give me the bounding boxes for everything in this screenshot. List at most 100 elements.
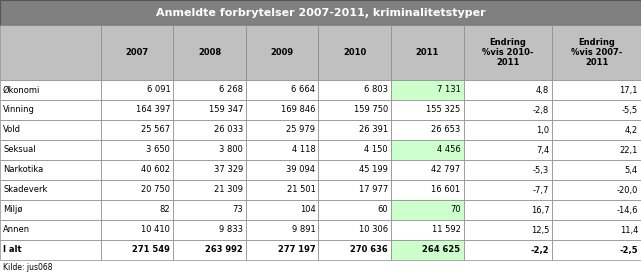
Text: 39 094: 39 094 (287, 166, 315, 174)
Bar (463, 140, 553, 160)
Bar (101, 120, 173, 140)
Text: 45 199: 45 199 (359, 166, 388, 174)
Text: Kilde: jus068: Kilde: jus068 (3, 263, 53, 272)
Text: 159 347: 159 347 (208, 105, 243, 115)
Bar (173, 220, 246, 240)
Text: Annen: Annen (3, 225, 30, 235)
Bar (246, 100, 319, 120)
Bar (101, 140, 173, 160)
Text: 263 992: 263 992 (205, 245, 243, 254)
Bar (0, 120, 101, 140)
Bar (553, 220, 641, 240)
Text: 4,2: 4,2 (625, 126, 638, 134)
Bar (101, 180, 173, 200)
Text: 3 650: 3 650 (147, 145, 171, 155)
Text: 277 197: 277 197 (278, 245, 315, 254)
Text: 9 833: 9 833 (219, 225, 243, 235)
Text: 10 306: 10 306 (359, 225, 388, 235)
Text: 9 891: 9 891 (292, 225, 315, 235)
Text: 7 131: 7 131 (437, 86, 461, 94)
Bar (391, 100, 463, 120)
Bar (391, 140, 463, 160)
Bar (101, 200, 173, 220)
Text: 6 664: 6 664 (292, 86, 315, 94)
Bar (246, 240, 319, 260)
Text: 70: 70 (450, 206, 461, 214)
Text: 21 501: 21 501 (287, 185, 315, 195)
Text: 26 033: 26 033 (213, 126, 243, 134)
Text: 11,4: 11,4 (620, 225, 638, 235)
Bar (0, 140, 101, 160)
Text: I alt: I alt (3, 245, 22, 254)
Text: 3 800: 3 800 (219, 145, 243, 155)
Bar (463, 160, 553, 180)
Bar (246, 200, 319, 220)
Bar (391, 240, 463, 260)
Bar (0, 100, 101, 120)
Text: 2011: 2011 (415, 48, 439, 57)
Bar (173, 25, 246, 80)
Text: Økonomi: Økonomi (3, 86, 40, 94)
Text: 1,0: 1,0 (536, 126, 549, 134)
Text: -14,6: -14,6 (617, 206, 638, 214)
Text: 2007: 2007 (126, 48, 149, 57)
Text: Vold: Vold (3, 126, 21, 134)
Bar (463, 240, 553, 260)
Bar (0, 160, 101, 180)
Bar (0, 220, 101, 240)
Bar (0, 180, 101, 200)
Bar (391, 120, 463, 140)
Text: 164 397: 164 397 (136, 105, 171, 115)
Bar (319, 180, 391, 200)
Bar (553, 120, 641, 140)
Bar (101, 160, 173, 180)
Text: 21 309: 21 309 (214, 185, 243, 195)
Text: 169 846: 169 846 (281, 105, 315, 115)
Text: Endring
%vis 2010-
2011: Endring %vis 2010- 2011 (482, 38, 534, 67)
Bar (173, 160, 246, 180)
Bar (246, 140, 319, 160)
Bar (391, 220, 463, 240)
Bar (319, 160, 391, 180)
Bar (463, 200, 553, 220)
Bar (319, 100, 391, 120)
Text: 7,4: 7,4 (536, 145, 549, 155)
Bar (246, 25, 319, 80)
Text: 271 549: 271 549 (133, 245, 171, 254)
Text: 16 601: 16 601 (431, 185, 461, 195)
Bar (391, 80, 463, 100)
Text: 37 329: 37 329 (213, 166, 243, 174)
Text: 2010: 2010 (343, 48, 367, 57)
Text: 270 636: 270 636 (350, 245, 388, 254)
Bar (173, 120, 246, 140)
Bar (0, 25, 101, 80)
Text: Miljø: Miljø (3, 206, 22, 214)
Bar (319, 220, 391, 240)
Bar (101, 25, 173, 80)
Bar (463, 80, 553, 100)
Bar (553, 100, 641, 120)
Bar (463, 25, 553, 80)
Bar (246, 120, 319, 140)
Text: 264 625: 264 625 (422, 245, 461, 254)
Bar (553, 140, 641, 160)
Text: -7,7: -7,7 (533, 185, 549, 195)
Bar (391, 25, 463, 80)
Bar (101, 100, 173, 120)
Bar (246, 220, 319, 240)
Text: 4 118: 4 118 (292, 145, 315, 155)
Text: -20,0: -20,0 (617, 185, 638, 195)
Text: 26 391: 26 391 (359, 126, 388, 134)
Text: 82: 82 (160, 206, 171, 214)
Text: 17 977: 17 977 (359, 185, 388, 195)
Text: Endring
%vis 2007-
2011: Endring %vis 2007- 2011 (571, 38, 622, 67)
Bar (101, 240, 173, 260)
Bar (319, 140, 391, 160)
Text: -2,2: -2,2 (531, 245, 549, 254)
Bar (0, 0, 641, 25)
Text: 4 456: 4 456 (437, 145, 461, 155)
Text: 40 602: 40 602 (142, 166, 171, 174)
Text: 4 150: 4 150 (365, 145, 388, 155)
Text: 6 091: 6 091 (147, 86, 171, 94)
Bar (246, 180, 319, 200)
